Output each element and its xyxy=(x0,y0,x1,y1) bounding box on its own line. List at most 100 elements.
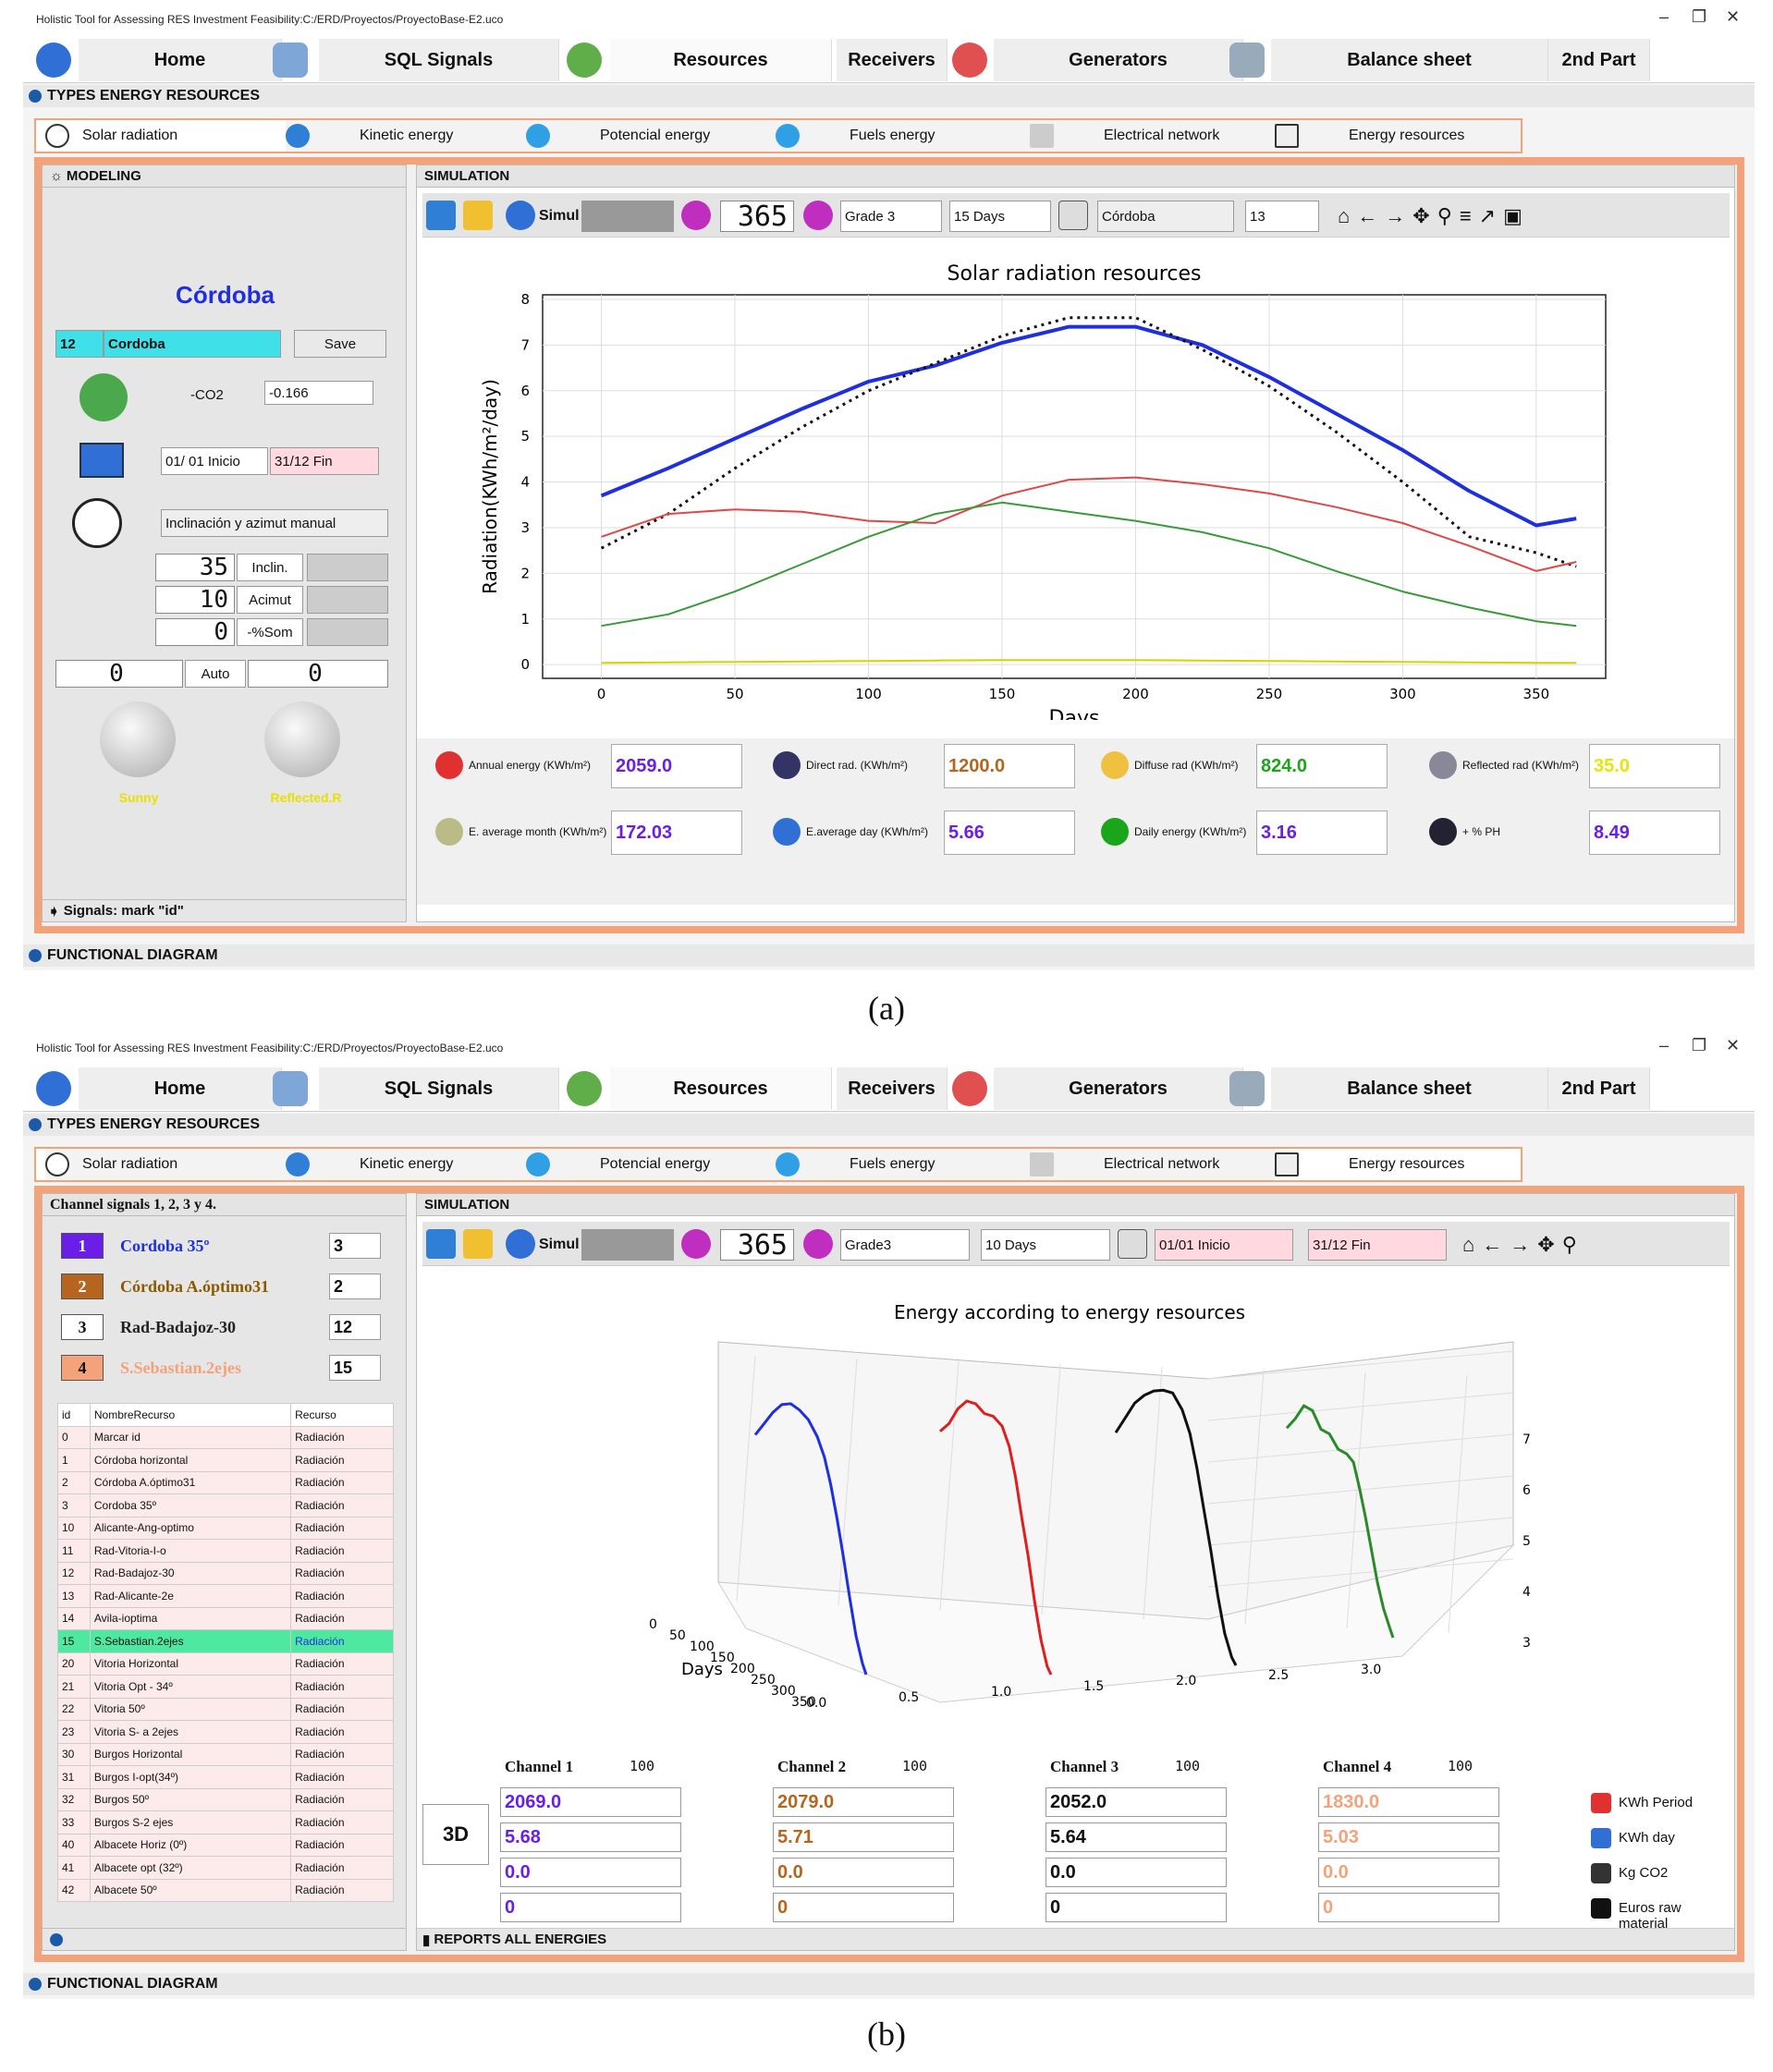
simul-slider[interactable] xyxy=(581,1229,674,1261)
table-row[interactable]: 42 Albacete 50º Radiación xyxy=(57,1878,394,1902)
tab-resources[interactable]: Resources xyxy=(610,39,832,81)
functional-diagram-header[interactable]: FUNCTIONAL DIAGRAM xyxy=(23,945,1755,967)
table-row[interactable]: 2 Córdoba A.óptimo31 Radiación xyxy=(57,1470,394,1494)
table-row[interactable]: 23 Vitoria S- a 2ejes Radiación xyxy=(57,1720,394,1744)
tab-potencial-energy[interactable]: Potencial energy xyxy=(526,120,785,152)
table-row[interactable]: 12 Rad-Badajoz-30 Radiación xyxy=(57,1561,394,1585)
table-row[interactable]: 20 Vitoria Horizontal Radiación xyxy=(57,1652,394,1676)
play-icon[interactable] xyxy=(506,1229,535,1259)
table-row[interactable]: 11 Rad-Vitoria-I-o Radiación xyxy=(57,1539,394,1563)
rewind-icon[interactable] xyxy=(681,201,711,230)
tab-generators[interactable]: Generators xyxy=(994,1067,1243,1110)
table-row[interactable]: 10 Alicante-Ang-optimo Radiación xyxy=(57,1516,394,1540)
city-select[interactable]: Córdoba xyxy=(1097,201,1234,232)
city-number-spinner[interactable]: 13 xyxy=(1245,201,1319,232)
tab-electrical-network[interactable]: Electrical network xyxy=(1030,1149,1289,1180)
period-spinner[interactable]: 10 Days xyxy=(981,1229,1110,1261)
3d-button[interactable]: 3D xyxy=(422,1804,489,1865)
table-row[interactable]: 30 Burgos Horizontal Radiación xyxy=(57,1742,394,1766)
table-row[interactable]: 3 Cordoba 35º Radiación xyxy=(57,1493,394,1517)
tab-2nd-part[interactable]: 2nd Part xyxy=(1548,39,1650,81)
tab-home[interactable]: Home xyxy=(79,39,282,81)
minimize-button[interactable]: – xyxy=(1659,1036,1669,1054)
channel-spinner[interactable]: 15 xyxy=(329,1355,381,1381)
tab-solar-radiation[interactable]: Solar radiation xyxy=(45,120,286,152)
tab-solar-radiation[interactable]: Solar radiation xyxy=(45,1149,286,1180)
tab-potencial-energy[interactable]: Potencial energy xyxy=(526,1149,785,1180)
minimize-button[interactable]: – xyxy=(1659,7,1669,26)
play-icon[interactable] xyxy=(506,201,535,230)
python-icon[interactable] xyxy=(463,201,493,230)
functional-diagram-header[interactable]: FUNCTIONAL DIAGRAM xyxy=(23,1973,1755,1995)
tab-sql-signals[interactable]: SQL Signals xyxy=(319,39,559,81)
channel-spinner[interactable]: 3 xyxy=(329,1233,381,1259)
table-row[interactable]: 40 Albacete Horiz (0º) Radiación xyxy=(57,1833,394,1857)
tab-electrical-network[interactable]: Electrical network xyxy=(1030,120,1289,152)
types-energy-header: TYPES ENERGY RESOURCES xyxy=(23,85,1755,107)
save-button[interactable]: Save xyxy=(294,330,386,358)
plot-nav-icons[interactable]: ⌂←→✥⚲ xyxy=(1462,1233,1584,1256)
plot-icon[interactable] xyxy=(1118,1229,1147,1259)
tab-kinetic-energy[interactable]: Kinetic energy xyxy=(286,1149,544,1180)
tab-energy-resources[interactable]: Energy resources xyxy=(1275,1149,1521,1180)
grade-spinner[interactable]: Grade3 xyxy=(840,1229,970,1261)
grade-spinner[interactable]: Grade 3 xyxy=(840,201,942,232)
sunny-knob[interactable] xyxy=(100,701,176,777)
tab-home[interactable]: Home xyxy=(79,1067,282,1110)
table-row[interactable]: 1 Córdoba horizontal Radiación xyxy=(57,1448,394,1472)
co2-field[interactable]: -0.166 xyxy=(264,381,373,405)
tab-fuels-energy[interactable]: Fuels energy xyxy=(776,120,1034,152)
plot-nav-icons[interactable]: ⌂←→✥⚲≡↗▣ xyxy=(1338,204,1530,227)
end-date-select[interactable]: 31/12 Fin xyxy=(1308,1229,1447,1261)
end-date-select[interactable]: 31/12 Fin xyxy=(270,447,379,475)
tab-fuels-energy[interactable]: Fuels energy xyxy=(776,1149,1034,1180)
tab-receivers[interactable]: Receivers xyxy=(837,39,948,81)
table-row[interactable]: 21 Vitoria Opt - 34º Radiación xyxy=(57,1675,394,1699)
tab-receivers[interactable]: Receivers xyxy=(837,1067,948,1110)
table-row[interactable]: 0 Marcar id Radiación xyxy=(57,1425,394,1449)
start-date-spinner[interactable]: 01/01 Inicio xyxy=(1155,1229,1293,1261)
azimut-slider[interactable] xyxy=(307,586,388,614)
waveform-icon[interactable] xyxy=(426,201,456,230)
table-cell: Burgos I-opt(34º) xyxy=(89,1765,292,1789)
table-row[interactable]: 14 Avila-ioptima Radiación xyxy=(57,1606,394,1630)
mode-select[interactable]: Inclinación y azimut manual xyxy=(161,509,388,537)
reports-bar[interactable]: ▮ REPORTS ALL ENERGIES xyxy=(417,1928,1734,1950)
table-row[interactable]: 13 Rad-Alicante-2e Radiación xyxy=(57,1584,394,1608)
som-slider[interactable] xyxy=(307,618,388,646)
table-row[interactable]: 31 Burgos I-opt(34º) Radiación xyxy=(57,1765,394,1789)
id-field[interactable]: 12 xyxy=(55,330,104,358)
table-row[interactable]: 41 Albacete opt (32º) Radiación xyxy=(57,1856,394,1880)
plot-icon[interactable] xyxy=(1058,201,1088,230)
table-row[interactable]: 32 Burgos 50º Radiación xyxy=(57,1787,394,1811)
tab-sql-signals[interactable]: SQL Signals xyxy=(319,1067,559,1110)
close-button[interactable]: ✕ xyxy=(1726,7,1741,26)
name-field[interactable]: Cordoba xyxy=(104,330,281,358)
python-icon[interactable] xyxy=(463,1229,493,1259)
auto-button[interactable]: Auto xyxy=(185,660,246,688)
period-spinner[interactable]: 15 Days xyxy=(949,201,1051,232)
close-button[interactable]: ✕ xyxy=(1726,1036,1741,1054)
table-row[interactable]: 22 Vitoria 50º Radiación xyxy=(57,1697,394,1721)
tab-balance-sheet[interactable]: Balance sheet xyxy=(1271,1067,1548,1110)
tab-kinetic-energy[interactable]: Kinetic energy xyxy=(286,120,544,152)
maximize-button[interactable]: ❐ xyxy=(1692,7,1707,26)
table-row[interactable]: 33 Burgos S-2 ejes Radiación xyxy=(57,1810,394,1834)
reflected-knob[interactable] xyxy=(264,701,340,777)
inclin-slider[interactable] xyxy=(307,554,388,581)
waveform-icon[interactable] xyxy=(426,1229,456,1259)
channel-spinner[interactable]: 12 xyxy=(329,1314,381,1340)
tab-generators[interactable]: Generators xyxy=(994,39,1243,81)
maximize-button[interactable]: ❐ xyxy=(1692,1036,1707,1054)
simul-slider[interactable] xyxy=(581,201,674,232)
channel-spinner[interactable]: 2 xyxy=(329,1274,381,1299)
table-row[interactable]: 15 S.Sebastian.2ejes Radiación xyxy=(57,1629,394,1653)
start-date-select[interactable]: 01/ 01 Inicio xyxy=(161,447,268,475)
tab-resources[interactable]: Resources xyxy=(610,1067,832,1110)
rewind-icon[interactable] xyxy=(681,1229,711,1259)
forward-icon[interactable] xyxy=(803,201,833,230)
forward-icon[interactable] xyxy=(803,1229,833,1259)
tab-2nd-part[interactable]: 2nd Part xyxy=(1548,1067,1650,1110)
tab-balance-sheet[interactable]: Balance sheet xyxy=(1271,39,1548,81)
tab-energy-resources[interactable]: Energy resources xyxy=(1275,120,1521,152)
